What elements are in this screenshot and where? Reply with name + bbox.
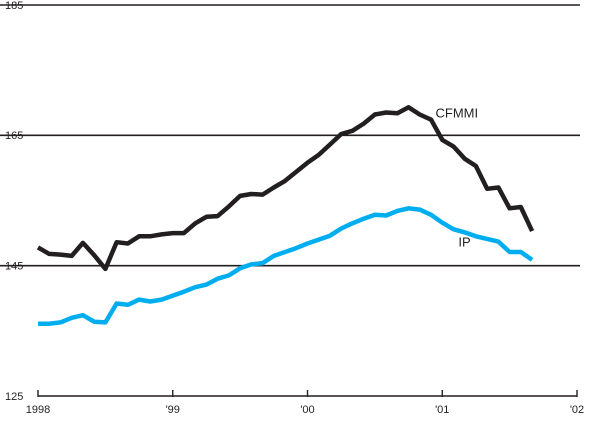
series-lines — [36, 105, 535, 326]
series-label-ip: IP — [458, 234, 470, 249]
y-tick-label: 145 — [5, 261, 23, 273]
x-tick-label: '01 — [435, 404, 449, 416]
y-tick-label: 125 — [5, 391, 23, 403]
x-tick-label: '99 — [166, 404, 180, 416]
series-line-ip — [38, 206, 534, 326]
series-labels: CFMMI IP — [436, 105, 479, 249]
series-label-cfmmi: CFMMI — [436, 105, 479, 120]
x-tick-label: '02 — [570, 404, 584, 416]
y-tick-label: 165 — [5, 130, 23, 142]
y-axis-labels: 125 145 165 185 — [5, 0, 23, 403]
x-axis: 1998 '99 '00 '01 '02 — [26, 390, 584, 416]
gridlines — [0, 4, 580, 267]
y-tick-label: 185 — [5, 0, 23, 12]
series-line-cfmmi — [36, 105, 535, 272]
x-tick-label: 1998 — [26, 404, 50, 416]
x-tick-label: '00 — [300, 404, 314, 416]
